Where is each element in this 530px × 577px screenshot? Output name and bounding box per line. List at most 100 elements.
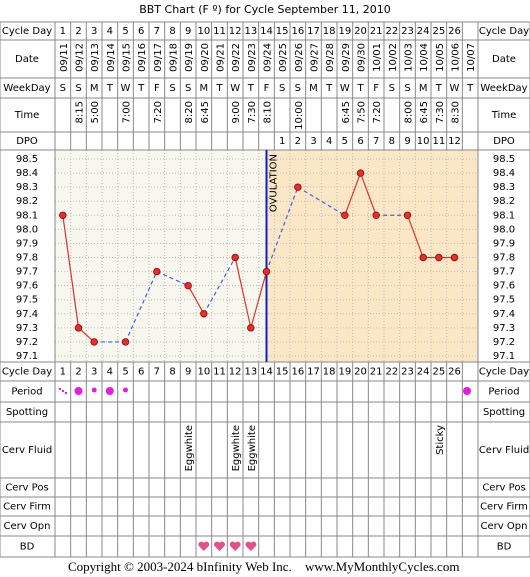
weekdays-label: T	[137, 83, 145, 94]
y-tick-label: 98.0	[493, 224, 515, 235]
cycle-days-label: 18	[323, 26, 336, 37]
cycle-days-label: 9	[185, 26, 191, 37]
cervical-fluid-label: Eggwhite	[247, 425, 258, 471]
times-label: 6:45	[419, 101, 430, 123]
x-label: 09/18	[169, 43, 180, 72]
y-tick-label: 97.8	[16, 253, 38, 264]
y-tick-label: 97.9	[16, 238, 38, 249]
heart	[245, 541, 257, 551]
cycle-days-label: 5	[122, 367, 128, 378]
cycle-days-label: 25	[432, 26, 445, 37]
weekdays-label: S	[389, 83, 395, 94]
row-label: Spotting	[6, 407, 48, 418]
y-tick-label: 98.5	[493, 154, 515, 165]
temp-point	[356, 169, 365, 177]
y-tick-label: 97.2	[493, 337, 515, 348]
y-tick-label: 98.4	[16, 168, 38, 179]
x-label: 10/02	[388, 43, 399, 72]
cycle-days-label: 20	[354, 367, 367, 378]
heart	[214, 541, 225, 551]
temp-point	[372, 211, 380, 219]
weekdays-label: S	[75, 83, 81, 94]
y-tick-label: 98.3	[493, 182, 515, 193]
cycle-days-label: 6	[138, 26, 144, 37]
row-label: Cerv Fluid	[2, 445, 52, 456]
y-tick-label: 98.4	[493, 168, 515, 179]
weekdays-label: T	[435, 83, 443, 94]
times-label: 9:00	[231, 101, 242, 123]
row-label: BD	[497, 542, 512, 553]
website: www.MyMonthlyCycles.com	[305, 559, 459, 574]
temp-point	[262, 267, 271, 276]
temp-point	[184, 281, 192, 290]
temp-point	[231, 253, 239, 262]
dpo-label: 1	[279, 136, 285, 147]
y-tick-label: 97.3	[493, 323, 515, 334]
cycle-days-label: 8	[169, 26, 175, 37]
row-label: WeekDay	[3, 83, 50, 94]
times-label: 7:20	[153, 101, 164, 123]
row-label: Date	[15, 54, 39, 65]
times-label: 6:45	[341, 101, 352, 123]
cycle-days-label: 2	[75, 26, 81, 37]
cycle-days-label: 14	[260, 26, 273, 37]
x-label: 10/04	[419, 43, 430, 72]
row-label: Cerv Pos	[482, 483, 525, 494]
gap-connector	[265, 186, 299, 272]
times-label: 10:00	[294, 101, 305, 130]
cycle-days-label: 19	[338, 367, 351, 378]
cycle-days-label: 1	[60, 26, 66, 37]
ovulation-label: OVULATION	[269, 154, 280, 212]
temp-line	[234, 257, 252, 328]
temp-line	[187, 285, 205, 315]
period-light	[58, 387, 62, 391]
row-label: Cerv Firm	[3, 502, 51, 513]
dpo-label: 9	[404, 136, 410, 147]
cervical-fluid-label: Sticky	[435, 425, 446, 455]
weekdays-label: W	[450, 83, 460, 94]
weekdays-label: S	[404, 83, 410, 94]
cycle-days-label: 8	[169, 367, 175, 378]
cycle-days-label: 10	[197, 367, 210, 378]
times-label: 8:30	[451, 101, 462, 123]
cycle-days-label: 21	[370, 367, 383, 378]
cycle-days-label: 3	[91, 26, 97, 37]
period-heavy	[74, 387, 83, 395]
dpo-label: 8	[389, 136, 395, 147]
cycle-days-label: 19	[338, 26, 351, 37]
weekdays-label: M	[309, 83, 318, 94]
y-tick-label: 98.0	[16, 224, 38, 235]
dpo-label: 3	[310, 136, 316, 147]
cycle-days-label: 15	[276, 26, 289, 37]
times-label: 8:15	[75, 101, 86, 123]
weekdays-label: S	[169, 83, 175, 94]
temp-line	[406, 215, 424, 258]
temp-point	[121, 338, 130, 346]
gap-connector	[297, 186, 346, 216]
row-label: DPO	[16, 136, 38, 147]
weekdays-label: T	[215, 83, 223, 94]
cycle-days-label: 11	[213, 367, 226, 378]
cycle-days-label: 26	[448, 26, 461, 37]
period-light	[61, 389, 65, 393]
row-label: Date	[492, 54, 516, 65]
times-label: 6:45	[200, 101, 211, 123]
y-tick-label: 97.4	[16, 309, 38, 320]
x-label: 10/03	[404, 43, 415, 72]
x-label: 09/28	[325, 43, 336, 72]
x-label: 09/25	[278, 43, 289, 72]
temp-line	[344, 172, 362, 216]
row-label: Spotting	[483, 407, 525, 418]
temp-line	[250, 271, 268, 329]
dpo-label: 11	[432, 136, 445, 147]
x-label: 09/16	[137, 43, 148, 72]
weekdays-label: S	[295, 83, 301, 94]
row-label: Period	[488, 387, 519, 398]
y-tick-label: 97.3	[16, 323, 38, 334]
x-label: 09/15	[122, 43, 133, 72]
dpo-label: 7	[373, 136, 379, 147]
y-tick-label: 97.6	[16, 281, 38, 292]
weekdays-label: F	[264, 83, 270, 94]
x-label: 09/17	[153, 43, 164, 72]
